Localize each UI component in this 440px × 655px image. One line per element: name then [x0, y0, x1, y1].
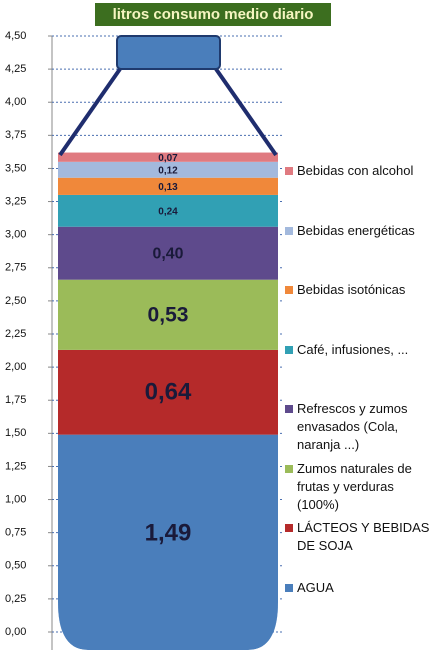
legend-item: Bebidas con alcohol [285, 162, 435, 180]
title-box [95, 3, 331, 26]
legend-label: LÁCTEOS Y BEBIDAS DE SOJA [297, 520, 430, 553]
y-tick-label: 4,25 [5, 63, 26, 75]
legend-swatch [285, 583, 293, 592]
bar-segment [58, 161, 278, 178]
bottle-bottom [58, 602, 278, 650]
bar-segment [58, 434, 278, 632]
bottle-neck [58, 67, 122, 157]
legend-swatch [285, 405, 293, 413]
legend-label: Refrescos y zumos envasados (Cola, naran… [297, 401, 408, 452]
y-tick-label: 2,50 [5, 295, 26, 307]
y-tick-label: 3,75 [5, 129, 26, 141]
bar-segment [58, 226, 278, 280]
legend-item: Refrescos y zumos envasados (Cola, naran… [285, 400, 435, 454]
legend-swatch [285, 345, 293, 354]
y-tick-label: 1,25 [5, 460, 26, 472]
legend-label: Bebidas con alcohol [297, 163, 414, 178]
y-tick-label: 2,00 [5, 361, 26, 373]
legend-label: Bebidas energéticas [297, 222, 415, 238]
y-tick-label: 1,00 [5, 493, 26, 505]
y-tick-label: 2,25 [5, 328, 26, 340]
y-tick-label: 4,50 [5, 30, 26, 42]
data-label: 0,13 [158, 182, 178, 193]
data-label: 0,24 [158, 206, 178, 217]
legend-item: Zumos naturales de frutas y verduras (10… [285, 460, 435, 514]
legend-swatch [285, 167, 293, 175]
legend-label: Café, infusiones, ... [297, 341, 409, 357]
y-tick-label: 3,25 [5, 195, 26, 207]
y-tick-label: 1,50 [5, 427, 26, 439]
bottle-neck [214, 67, 278, 157]
data-label: 1,49 [145, 520, 192, 547]
bar-segment [58, 177, 278, 195]
bar-segment [58, 349, 278, 435]
data-label: 0,40 [153, 245, 184, 262]
data-label: 0,64 [145, 379, 192, 406]
legend-item: AGUA [285, 579, 435, 597]
data-label: 0,53 [148, 303, 189, 326]
chart-title: litros consumo medio diario [113, 6, 314, 23]
bar-segment [58, 152, 278, 162]
y-tick-label: 3,50 [5, 162, 26, 174]
y-tick-label: 3,00 [5, 229, 26, 241]
legend-item: Bebidas isotónicas [285, 281, 435, 299]
legend-item: Café, infusiones, ... [285, 341, 435, 359]
y-tick-label: 2,75 [5, 262, 26, 274]
bar-segment [58, 194, 278, 227]
legend-item: LÁCTEOS Y BEBIDAS DE SOJA [285, 519, 435, 555]
y-tick-label: 0,75 [5, 527, 26, 539]
legend-label: AGUA [297, 579, 334, 595]
bottle-cap [116, 35, 221, 70]
y-tick-label: 1,75 [5, 394, 26, 406]
legend-label: Zumos naturales de frutas y verduras (10… [297, 460, 412, 512]
legend-swatch [285, 226, 293, 235]
y-tick-label: 4,00 [5, 96, 26, 108]
bar-segment [58, 279, 278, 350]
y-tick-label: 0,00 [5, 626, 26, 638]
legend-swatch [285, 286, 293, 294]
legend-item: Bebidas energéticas [285, 222, 435, 240]
legend-swatch [285, 524, 293, 532]
data-label: 0,12 [158, 165, 178, 176]
y-tick-label: 0,50 [5, 560, 26, 572]
data-label: 0,07 [158, 153, 178, 164]
legend-label: Bebidas isotónicas [297, 282, 406, 297]
legend-swatch [285, 464, 293, 473]
y-tick-label: 0,25 [5, 593, 26, 605]
